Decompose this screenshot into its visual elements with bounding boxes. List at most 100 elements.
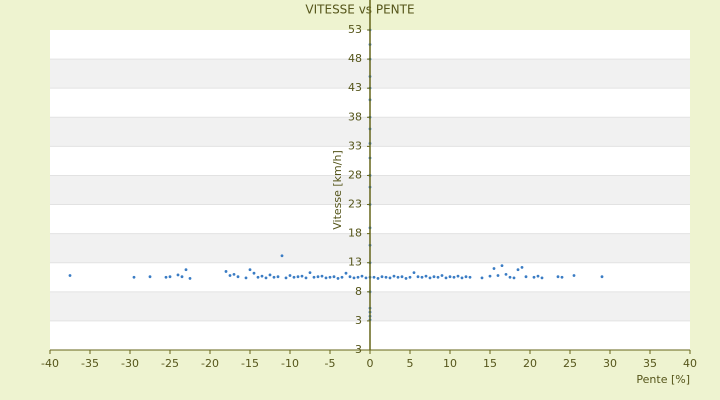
point: [244, 276, 248, 280]
point: [452, 275, 456, 279]
point: [252, 271, 256, 275]
point: [508, 275, 512, 279]
point: [460, 276, 464, 280]
x-tick-label: 30: [603, 357, 617, 370]
point: [280, 254, 284, 258]
y-tick-label: 48: [348, 52, 362, 65]
point: [304, 276, 308, 280]
point: [272, 275, 276, 279]
x-tick-label: -10: [281, 357, 299, 370]
x-tick-label: 0: [367, 357, 374, 370]
point: [336, 277, 340, 280]
point: [500, 264, 504, 268]
point: [348, 275, 352, 279]
point: [372, 275, 376, 279]
y-tick-label: 18: [348, 227, 362, 240]
point: [164, 275, 168, 279]
point: [324, 276, 328, 280]
point: [300, 274, 304, 278]
point: [516, 268, 520, 272]
point: [444, 276, 448, 280]
point: [260, 274, 264, 278]
x-tick-label: -35: [81, 357, 99, 370]
point: [560, 275, 564, 279]
point: [340, 275, 344, 279]
point: [176, 273, 180, 277]
x-tick-label: 40: [683, 357, 697, 370]
y-axis-title: Vitesse [km/h]: [331, 150, 344, 230]
point: [292, 275, 296, 279]
point: [360, 274, 364, 278]
point: [436, 275, 440, 279]
point: [344, 271, 348, 275]
point: [168, 275, 172, 279]
point: [308, 271, 312, 275]
point: [532, 275, 536, 279]
x-tick-label: 10: [443, 357, 457, 370]
point: [428, 276, 432, 280]
point: [248, 268, 252, 272]
point: [68, 274, 72, 277]
point: [352, 276, 356, 280]
point: [504, 272, 508, 276]
point: [464, 275, 468, 279]
point: [296, 275, 300, 279]
point: [524, 275, 528, 279]
y-tick-label: 53: [348, 23, 362, 36]
y-tick-label: 13: [348, 256, 362, 269]
point: [412, 271, 416, 275]
point: [468, 275, 472, 279]
point: [388, 276, 392, 280]
x-tick-label: -40: [41, 357, 59, 370]
point: [480, 276, 484, 280]
point: [520, 265, 524, 269]
point: [288, 274, 292, 277]
point: [492, 267, 496, 270]
point: [392, 274, 396, 278]
y-tick-label: 38: [348, 110, 362, 123]
point: [496, 274, 500, 277]
point: [224, 270, 228, 273]
point: [420, 275, 424, 279]
point: [132, 275, 136, 279]
point: [540, 276, 544, 280]
y-tick-label: 8: [355, 285, 362, 298]
point: [232, 272, 236, 276]
point: [264, 276, 268, 280]
point: [236, 275, 240, 279]
point: [424, 274, 428, 278]
y-tick-label: 43: [348, 81, 362, 94]
x-tick-label: 5: [407, 357, 414, 370]
point: [256, 275, 260, 279]
point: [432, 275, 436, 279]
x-tick-label: -15: [241, 357, 259, 370]
point: [228, 274, 232, 277]
point: [328, 275, 332, 279]
point: [380, 275, 384, 279]
y-tick-label: 28: [348, 168, 362, 181]
x-tick-label: 20: [523, 357, 537, 370]
point: [416, 275, 420, 279]
x-tick-label: -25: [161, 357, 179, 370]
y-tick-label: 3: [355, 314, 362, 327]
point: [396, 275, 400, 279]
point: [408, 275, 412, 279]
point: [148, 275, 152, 279]
point: [188, 277, 192, 280]
point: [180, 275, 184, 279]
point: [488, 274, 492, 278]
point: [456, 274, 460, 278]
point: [332, 275, 336, 279]
point: [320, 274, 324, 278]
x-tick-label: 35: [643, 357, 657, 370]
point: [184, 268, 188, 272]
point: [440, 274, 444, 277]
point: [312, 275, 316, 279]
y-tick-label: 23: [348, 198, 362, 211]
point: [600, 275, 604, 279]
x-tick-label: -30: [121, 357, 139, 370]
point: [556, 275, 560, 279]
point: [512, 276, 516, 280]
